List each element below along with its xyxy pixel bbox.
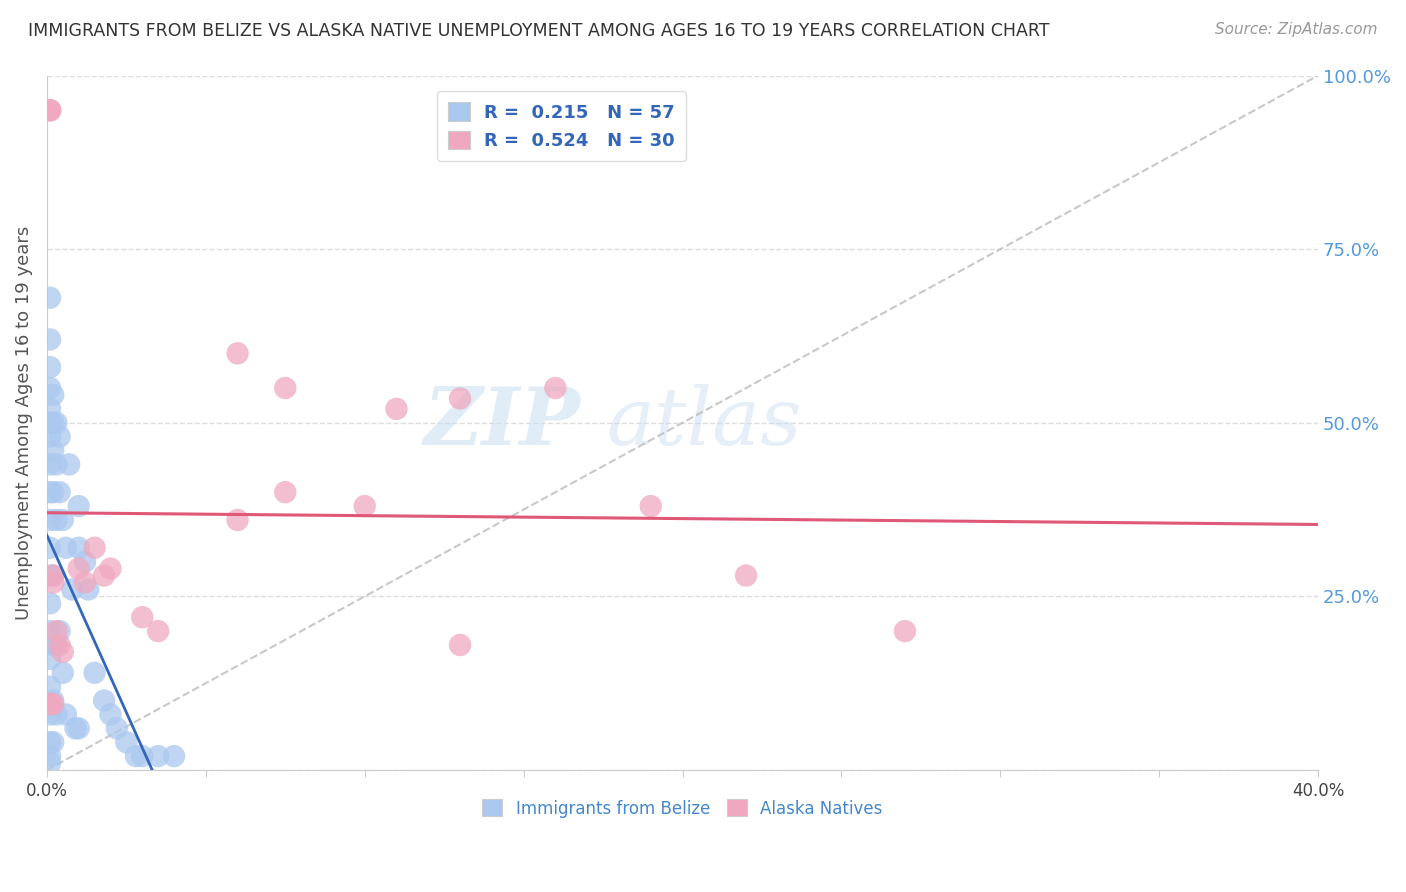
Point — [39, 652, 62, 666]
Point — [65, 722, 87, 736]
Point — [146, 749, 169, 764]
Point — [48, 638, 70, 652]
Point — [39, 568, 62, 582]
Point — [449, 638, 471, 652]
Text: Source: ZipAtlas.com: Source: ZipAtlas.com — [1215, 22, 1378, 37]
Point — [39, 513, 62, 527]
Point — [42, 485, 65, 500]
Point — [67, 499, 90, 513]
Point — [131, 610, 153, 624]
Point — [385, 401, 408, 416]
Point — [39, 756, 62, 770]
Point — [39, 416, 62, 430]
Point — [48, 430, 70, 444]
Text: atlas: atlas — [606, 384, 801, 461]
Point — [735, 568, 758, 582]
Point — [83, 541, 105, 555]
Point — [100, 561, 122, 575]
Point — [39, 541, 62, 555]
Point — [42, 697, 65, 711]
Point — [45, 458, 67, 472]
Point — [42, 443, 65, 458]
Point — [39, 735, 62, 749]
Point — [77, 582, 100, 597]
Point — [544, 381, 567, 395]
Point — [39, 707, 62, 722]
Point — [449, 392, 471, 406]
Text: ZIP: ZIP — [425, 384, 581, 461]
Point — [45, 707, 67, 722]
Point — [45, 624, 67, 639]
Point — [226, 346, 249, 360]
Point — [39, 697, 62, 711]
Point — [894, 624, 917, 639]
Point — [115, 735, 138, 749]
Point — [105, 722, 128, 736]
Y-axis label: Unemployment Among Ages 16 to 19 years: Unemployment Among Ages 16 to 19 years — [15, 226, 32, 620]
Point — [48, 485, 70, 500]
Point — [39, 624, 62, 639]
Point — [274, 485, 297, 500]
Point — [83, 665, 105, 680]
Point — [55, 707, 77, 722]
Point — [73, 575, 96, 590]
Point — [39, 485, 62, 500]
Point — [45, 416, 67, 430]
Point — [39, 381, 62, 395]
Point — [42, 416, 65, 430]
Point — [39, 680, 62, 694]
Point — [58, 458, 80, 472]
Point — [39, 103, 62, 118]
Point — [42, 693, 65, 707]
Point — [67, 722, 90, 736]
Point — [73, 555, 96, 569]
Point — [39, 401, 62, 416]
Point — [42, 568, 65, 582]
Point — [39, 430, 62, 444]
Point — [640, 499, 662, 513]
Point — [52, 665, 75, 680]
Point — [39, 596, 62, 610]
Point — [45, 513, 67, 527]
Point — [42, 735, 65, 749]
Point — [93, 568, 115, 582]
Text: IMMIGRANTS FROM BELIZE VS ALASKA NATIVE UNEMPLOYMENT AMONG AGES 16 TO 19 YEARS C: IMMIGRANTS FROM BELIZE VS ALASKA NATIVE … — [28, 22, 1050, 40]
Point — [163, 749, 186, 764]
Point — [39, 291, 62, 305]
Point — [48, 624, 70, 639]
Point — [274, 381, 297, 395]
Point — [226, 513, 249, 527]
Point — [52, 645, 75, 659]
Point — [55, 541, 77, 555]
Point — [39, 360, 62, 375]
Point — [42, 575, 65, 590]
Point — [67, 541, 90, 555]
Point — [39, 697, 62, 711]
Point — [45, 638, 67, 652]
Legend: Immigrants from Belize, Alaska Natives: Immigrants from Belize, Alaska Natives — [475, 793, 889, 824]
Point — [93, 693, 115, 707]
Point — [39, 333, 62, 347]
Point — [146, 624, 169, 639]
Point — [42, 388, 65, 402]
Point — [39, 103, 62, 118]
Point — [67, 561, 90, 575]
Point — [39, 458, 62, 472]
Point — [60, 582, 83, 597]
Point — [39, 749, 62, 764]
Point — [125, 749, 148, 764]
Point — [353, 499, 375, 513]
Point — [42, 638, 65, 652]
Point — [52, 513, 75, 527]
Point — [42, 568, 65, 582]
Point — [100, 707, 122, 722]
Point — [39, 103, 62, 118]
Point — [131, 749, 153, 764]
